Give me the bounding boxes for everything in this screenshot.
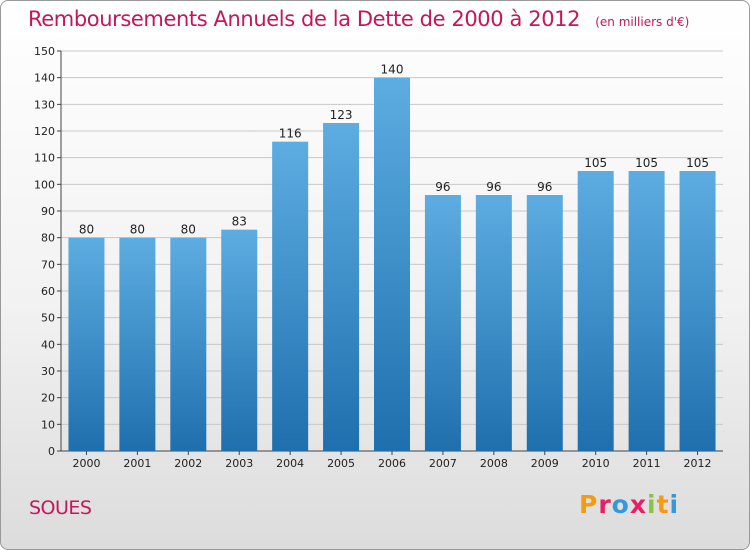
data-label: 116 (279, 127, 302, 141)
bar (374, 77, 410, 452)
bar (272, 141, 309, 451)
logo-letter: i (669, 490, 680, 519)
data-label: 96 (435, 180, 450, 194)
data-label: 96 (486, 180, 501, 194)
bar (323, 123, 360, 451)
logo-letter: i (647, 490, 657, 519)
logo-letter: t (656, 490, 670, 519)
chart-title-main: Remboursements Annuels de la Dette de 20… (28, 7, 581, 31)
logo-letter: r (598, 490, 612, 519)
y-tick-label: 80 (41, 232, 55, 245)
y-tick-label: 120 (34, 125, 55, 138)
chart-title: Remboursements Annuels de la Dette de 20… (28, 7, 689, 31)
y-tick-label: 10 (41, 418, 55, 431)
axis-layer: 0 10 20 30 40 50 60 70 80 90 100 110 120 130 140 150 200… (34, 45, 723, 470)
x-tick-label: 2000 (72, 457, 100, 470)
y-tick-label: 0 (48, 445, 55, 458)
data-label: 105 (686, 156, 709, 170)
x-tick-label: 2007 (429, 457, 457, 470)
x-tick-label: 2002 (174, 457, 202, 470)
bar (679, 171, 716, 451)
y-tick-label: 60 (41, 285, 55, 298)
data-label: 80 (130, 223, 145, 237)
proxiti-logo: Proxiti (579, 490, 679, 519)
bar (475, 195, 512, 451)
y-tick-label: 90 (41, 205, 55, 218)
data-label: 105 (584, 156, 607, 170)
y-tick-label: 40 (41, 338, 55, 351)
x-tick-label: 2004 (276, 457, 304, 470)
x-tick-label: 2008 (480, 457, 508, 470)
x-tick-label: 2005 (327, 457, 355, 470)
x-tick-label: 2006 (378, 457, 406, 470)
data-label: 96 (537, 180, 552, 194)
bar (119, 237, 156, 451)
label-layer: 80 80 80 83 116 123 140 96 96 96 105 105 105 (79, 63, 709, 237)
bar (68, 237, 105, 451)
commune-name: SOUES (29, 497, 92, 519)
y-tick-label: 130 (34, 98, 55, 111)
bar (170, 237, 207, 451)
y-tick-label: 140 (34, 72, 55, 85)
data-label: 80 (181, 223, 196, 237)
bar (577, 171, 614, 451)
y-tick-label: 150 (34, 45, 55, 58)
bar (221, 229, 258, 451)
x-tick-label: 2011 (633, 457, 661, 470)
y-tick-label: 50 (41, 312, 55, 325)
bar (424, 195, 461, 451)
y-tick-label: 110 (34, 152, 55, 165)
x-tick-label: 2012 (684, 457, 712, 470)
x-tick-label: 2001 (123, 457, 151, 470)
x-tick-label: 2010 (582, 457, 610, 470)
x-tick-label: 2009 (531, 457, 559, 470)
data-label: 83 (232, 215, 247, 229)
chart-title-unit: (en milliers d'€) (595, 15, 690, 29)
y-tick-label: 70 (41, 258, 55, 271)
data-label: 105 (635, 156, 658, 170)
x-tick-label: 2003 (225, 457, 253, 470)
bar (526, 195, 563, 451)
y-tick-label: 20 (41, 392, 55, 405)
logo-letter: P (579, 490, 599, 519)
data-label: 140 (381, 63, 404, 77)
y-tick-label: 100 (34, 178, 55, 191)
bar-layer (68, 77, 716, 452)
data-label: 80 (79, 223, 94, 237)
bar (628, 171, 665, 451)
data-label: 123 (330, 108, 353, 122)
y-tick-label: 30 (41, 365, 55, 378)
logo-letter: o (611, 490, 630, 519)
logo-letter: x (629, 490, 647, 519)
